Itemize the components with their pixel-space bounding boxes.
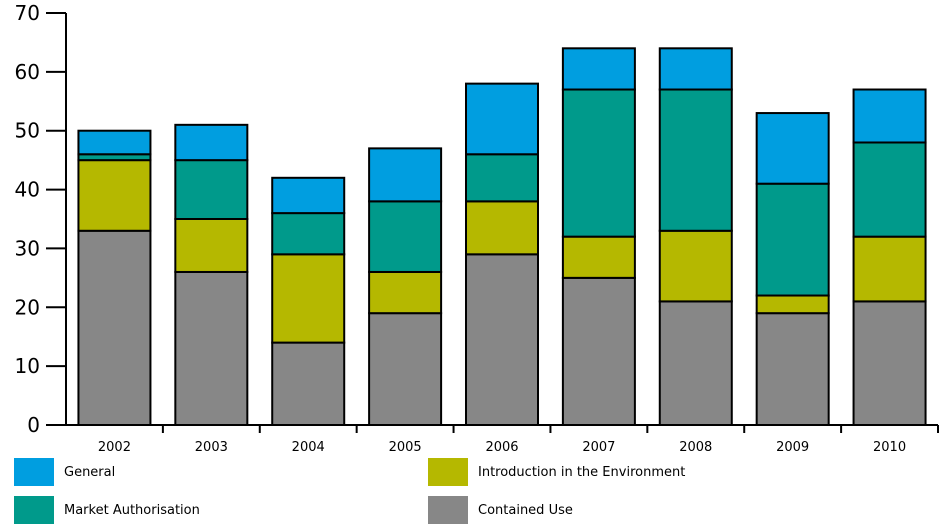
legend: General Introduction in the Environment … [14,458,914,524]
y-tick-label: 50 [15,119,40,143]
bar-segment [368,147,443,203]
legend-label-market: Market Authorisation [64,502,200,518]
bar-segment [77,229,152,426]
bar-segment [658,229,733,303]
legend-label-general: General [64,464,116,480]
bar-segment [271,253,346,344]
legend-label-introduction: Introduction in the Environment [478,464,686,480]
y-tick-label: 10 [15,354,40,378]
bar-segment [852,141,927,238]
bar-segment [465,253,539,426]
bar-segment [368,200,443,273]
y-tick-labels: 0 10 20 30 40 50 60 70 [15,1,40,437]
legend-label-contained: Contained Use [478,502,573,518]
x-tick-label: 2008 [679,440,712,455]
bar-segment [271,341,346,427]
bar-segment [77,129,152,156]
bar-segment [174,159,249,220]
bar-segment [174,123,249,162]
bar-segment [465,153,539,203]
x-tick-label: 2003 [195,440,228,455]
bar-segment [561,88,636,238]
bar-segment [852,300,927,426]
bar-segment [561,235,636,279]
bar-segment [755,294,830,315]
bar-segment [852,88,927,144]
bar-segment [368,270,443,315]
bar-segment [658,47,733,91]
y-tick-label: 60 [15,60,40,84]
bar-segment [465,200,539,256]
x-tick-label: 2009 [776,440,809,455]
axes [65,13,938,426]
stacked-bar-chart: 0 10 20 30 40 50 60 70 2002 2003 2004 20… [15,1,939,455]
legend-item-contained: Contained Use [428,496,573,524]
legend-swatch-market [14,496,54,524]
bar-segment [755,112,830,185]
bar-segment [368,312,443,427]
axis-ticks [46,12,939,433]
legend-item-general: General [14,458,115,486]
bar-segment [465,82,539,156]
bar-segment [77,159,152,232]
y-tick-label: 20 [15,295,40,319]
legend-swatch-general [14,458,54,486]
legend-swatch-contained [428,496,468,524]
legend-item-market: Market Authorisation [14,496,200,524]
y-tick-label: 70 [15,1,40,25]
x-tick-label: 2002 [98,440,131,455]
legend-swatch-introduction [428,458,468,486]
x-tick-labels: 2002 2003 2004 2005 2006 2007 2008 2009 … [98,440,906,455]
bar-segment [561,47,636,91]
bar-segment [174,218,249,273]
x-tick-label: 2004 [292,440,325,455]
bars [77,47,927,427]
x-tick-label: 2005 [389,440,422,455]
bar-segment [561,276,636,426]
bar-segment [174,270,249,426]
y-tick-label: 40 [15,178,40,202]
legend-item-introduction: Introduction in the Environment [428,458,685,486]
bar-segment [658,88,733,232]
x-tick-label: 2007 [582,440,615,455]
bar-segment [271,176,346,215]
y-tick-label: 0 [27,413,40,437]
x-tick-label: 2006 [485,440,518,455]
x-tick-label: 2010 [873,440,906,455]
bar-segment [658,300,733,426]
y-tick-label: 30 [15,236,40,260]
bar-segment [852,235,927,303]
bar-segment [755,182,830,297]
bar-segment [271,212,346,256]
bar-segment [755,312,830,427]
